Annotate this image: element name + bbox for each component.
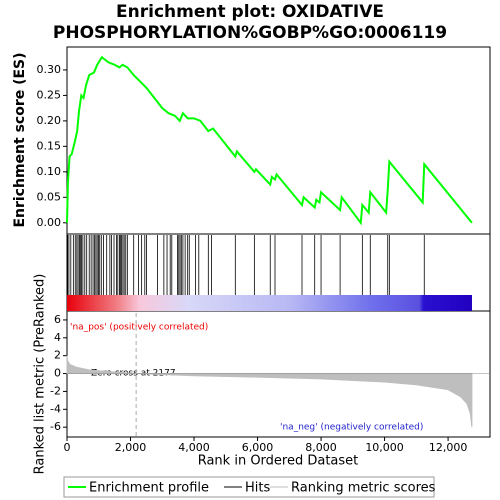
y-tick-label: -2 [50, 384, 61, 397]
y-tick-label: 0.15 [37, 139, 62, 152]
annotation: 'na_pos' (positively correlated) [70, 323, 208, 333]
y-tick-label: 2 [54, 349, 61, 362]
x-tick-label: 6,000 [242, 441, 274, 454]
y-tick-label: 0.20 [37, 114, 62, 127]
enrichment-line [66, 55, 473, 226]
x-tick-label: 8,000 [305, 441, 337, 454]
x-tick-label: 2,000 [115, 441, 147, 454]
annotation: 'na_neg' (negatively correlated) [280, 423, 423, 433]
legend-label: Ranking metric scores [291, 481, 436, 496]
legend [63, 476, 435, 498]
x-tick-label: 4,000 [178, 441, 210, 454]
x-tick-label: 10,000 [365, 441, 404, 454]
y-tick-label: 4 [54, 331, 61, 344]
y-tick-label: 6 [54, 313, 61, 326]
y-tick-label: 0 [54, 367, 61, 380]
x-tick-label: 12,000 [429, 441, 468, 454]
x-tick-label: 0 [64, 441, 71, 454]
y-axis-label: Ranked list metric (PreRanked) [33, 274, 48, 475]
color-bar [67, 295, 472, 311]
y-tick-label: 0.25 [37, 88, 62, 101]
chart-title: Enrichment plot: OXIDATIVE [116, 2, 384, 22]
y-tick-label: 0.05 [37, 190, 62, 203]
y-axis-label: Enrichment score (ES) [12, 52, 28, 227]
x-axis-label: Rank in Ordered Dataset [198, 454, 359, 469]
frame [66, 46, 491, 438]
y-tick-label: 0.30 [37, 63, 62, 76]
chart-title: PHOSPHORYLATION%GOBP%GO:0006119 [53, 23, 447, 43]
legend-label: Hits [245, 481, 270, 496]
y-tick-label: -6 [50, 420, 61, 433]
legend-label: Enrichment profile [89, 481, 209, 496]
y-tick-label: -4 [50, 402, 61, 415]
y-tick-label: 0.00 [37, 216, 62, 229]
metric-area [66, 355, 473, 428]
y-tick-label: 0.10 [37, 165, 62, 178]
